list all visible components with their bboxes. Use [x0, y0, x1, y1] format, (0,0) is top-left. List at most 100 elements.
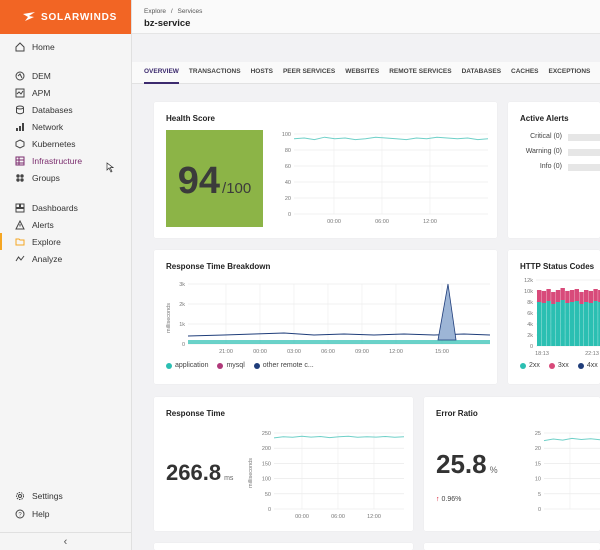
bar-2xx — [593, 301, 598, 346]
solarwinds-logo[interactable]: SOLARWINDS — [0, 0, 131, 34]
alert-info-label[interactable]: Info (0) — [539, 163, 562, 170]
response-breakdown-chart: 3k 2k 1k 0 21:00 00:00 03:00 06:00 09:00 12:00 15:… — [166, 282, 491, 355]
y-tick-label: 150 — [262, 461, 271, 467]
infrastructure-icon — [14, 155, 25, 166]
x-tick-label: 00:00 — [327, 219, 341, 225]
error-ratio-change: ↑ 0.96% — [436, 496, 461, 503]
page-title: bz-service — [144, 18, 191, 29]
y-tick-label: 50 — [265, 492, 271, 498]
legend-item[interactable]: 2xx — [520, 362, 540, 369]
y-tick-label: 0 — [288, 212, 291, 218]
collapse-sidebar-button[interactable]: ‹ — [0, 532, 131, 550]
tab-peer-services[interactable]: PEER SERVICES — [282, 68, 336, 75]
sidebar-item-kubernetes[interactable]: Kubernetes — [0, 135, 131, 152]
x-tick-label: 12:00 — [389, 349, 403, 355]
x-tick-label: 06:00 — [321, 349, 335, 355]
y-tick-label: 0 — [268, 507, 271, 513]
sidebar-item-network[interactable]: Network — [0, 118, 131, 135]
tab-databases[interactable]: DATABASES — [461, 68, 502, 75]
breadcrumb-separator: / — [170, 8, 173, 15]
bar-2xx — [560, 300, 565, 346]
legend-item[interactable]: application — [166, 362, 208, 369]
folder-icon — [14, 236, 25, 247]
bar-2xx — [569, 302, 575, 346]
chevron-left-icon: ‹ — [63, 535, 68, 548]
solarwinds-logo-icon — [23, 12, 35, 21]
tab-overview[interactable]: OVERVIEW — [144, 62, 179, 84]
bar-2xx — [541, 303, 547, 346]
y-tick-label: 0 — [530, 344, 533, 350]
tab-remote-services[interactable]: REMOTE SERVICES — [389, 68, 452, 75]
response-breakdown-legend: application mysql other remote c... — [166, 362, 323, 369]
sidebar-item-infrastructure[interactable]: Infrastructure — [0, 152, 131, 169]
tab-hosts[interactable]: HOSTS — [250, 68, 273, 75]
health-score-chart: 100 80 60 40 20 0 00:00 06:00 12:00 — [282, 132, 489, 225]
sidebar-item-dashboards[interactable]: Dashboards — [0, 199, 131, 216]
tab-exceptions[interactable]: EXCEPTIONS — [548, 68, 591, 75]
health-score-card: Health Score 94 /100 100 80 60 40 20 0 00:00 06… — [154, 102, 497, 238]
tab-caches[interactable]: CACHES — [511, 68, 539, 75]
bar-3xx — [555, 290, 561, 302]
kubernetes-icon — [14, 138, 25, 149]
bar-2xx — [588, 303, 594, 346]
legend-dot — [520, 362, 526, 369]
active-alerts-card: Active Alerts Critical (0) Warning (0) I… — [508, 102, 600, 238]
analyze-icon — [14, 253, 25, 264]
bar-2xx — [574, 301, 579, 346]
response-time-chart: 250 200 150 100 50 0 00:00 06:00 12:00 millisecon… — [248, 431, 405, 520]
y-tick-label: 0 — [182, 342, 185, 348]
legend-item[interactable]: mysql — [217, 362, 245, 369]
response-time-card: Response Time 266.8 ms 250 200 150 100 50 0 00… — [154, 397, 413, 531]
sidebar-item-databases[interactable]: Databases — [0, 101, 131, 118]
sidebar-item-label: Analyze — [32, 253, 63, 264]
error-ratio-line — [543, 437, 600, 442]
breadcrumb: Explore / Services — [144, 8, 600, 15]
x-tick-label: 09:00 — [355, 349, 369, 355]
legend-item[interactable]: 4xx — [577, 362, 598, 369]
alert-info-bar — [568, 164, 600, 171]
sidebar-item-label: Kubernetes — [32, 138, 76, 149]
bar-3xx — [541, 291, 547, 303]
mouse-pointer-icon — [106, 162, 114, 173]
sidebar-item-label: Infrastructure — [32, 155, 83, 166]
legend-item[interactable]: other remote c... — [253, 362, 314, 369]
y-tick-label: 1k — [179, 322, 185, 328]
y-tick-label: 10 — [535, 477, 541, 483]
alert-warning-label[interactable]: Warning (0) — [525, 148, 562, 155]
sidebar-item-groups[interactable]: Groups — [0, 169, 131, 186]
tab-transactions[interactable]: TRANSACTIONS — [188, 68, 241, 75]
sidebar-item-apm[interactable]: APM — [0, 84, 131, 101]
x-tick-label: 03:00 — [287, 349, 301, 355]
sidebar-item-label: Help — [32, 508, 50, 519]
sidebar-item-home[interactable]: Home — [0, 38, 131, 55]
health-score-box: 94 /100 — [166, 130, 263, 227]
response-time-title: Response Time — [166, 409, 225, 418]
legend-item[interactable]: 3xx — [548, 362, 569, 369]
sidebar-item-settings[interactable]: Settings — [0, 487, 131, 504]
bar-3xx — [588, 291, 594, 303]
dashboards-icon — [14, 202, 25, 213]
sidebar-item-analyze[interactable]: Analyze — [0, 250, 131, 267]
bar-3xx — [560, 288, 565, 300]
alert-warning-bar — [568, 149, 600, 156]
legend-label: 2xx — [529, 362, 540, 369]
legend-label: 4xx — [586, 362, 598, 369]
sidebar-item-label: APM — [32, 87, 51, 98]
error-ratio-value: 25.8 — [436, 449, 487, 479]
tab-websites[interactable]: WEBSITES — [345, 68, 380, 75]
sidebar-item-dem[interactable]: DEM — [0, 67, 131, 84]
sidebar-item-explore[interactable]: Explore — [0, 233, 131, 250]
breadcrumb-services[interactable]: Services — [177, 8, 203, 15]
y-tick-label: 100 — [262, 477, 271, 483]
sidebar-item-alerts[interactable]: Alerts — [0, 216, 131, 233]
gear-icon — [14, 490, 25, 501]
sidebar-item-label: Home — [32, 41, 55, 52]
legend-dot — [166, 362, 172, 369]
legend-label: 3xx — [557, 362, 569, 369]
alert-critical-label[interactable]: Critical (0) — [530, 133, 562, 140]
breadcrumb-explore[interactable]: Explore — [144, 8, 167, 15]
tab-bar: OVERVIEW TRANSACTIONS HOSTS PEER SERVICE… — [132, 62, 600, 84]
response-time-value: 266.8 — [166, 460, 222, 485]
sidebar-item-label: Network — [32, 121, 64, 132]
sidebar-item-help[interactable]: ? Help — [0, 505, 131, 522]
